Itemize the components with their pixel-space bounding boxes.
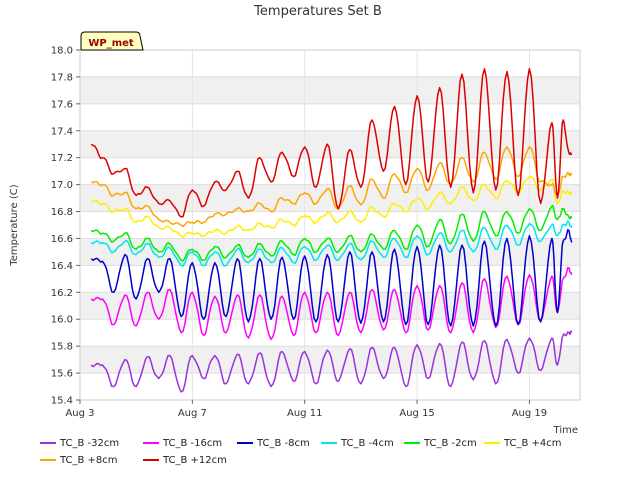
y-tick-label: 16.0 xyxy=(51,315,73,326)
plot-band xyxy=(80,211,580,239)
legend-label: TC_B -8cm xyxy=(257,437,310,449)
x-tick-label: Aug 15 xyxy=(399,408,434,419)
y-tick-label: 15.6 xyxy=(51,369,73,380)
legend-label: TC_B -16cm xyxy=(163,437,223,449)
legend-item: TC_B -2cm xyxy=(404,436,477,450)
legend-item: TC_B +12cm xyxy=(143,453,227,467)
station-badge: WP_met xyxy=(80,31,144,51)
plot-band xyxy=(80,157,580,185)
legend-item: TC_B -32cm xyxy=(40,436,119,450)
series-line xyxy=(90,220,573,267)
plot-band xyxy=(80,346,580,374)
legend-swatch xyxy=(143,459,159,461)
legend-label: TC_B +12cm xyxy=(163,454,227,466)
y-tick-label: 16.4 xyxy=(51,261,73,272)
y-tick-label: 17.8 xyxy=(51,72,73,83)
y-tick-label: 17.4 xyxy=(51,126,73,137)
series-line xyxy=(90,330,573,393)
legend-swatch xyxy=(484,442,500,444)
legend-label: TC_B -4cm xyxy=(341,437,394,449)
legend-label: TC_B -2cm xyxy=(424,437,477,449)
y-axis-label: Temperature (C) xyxy=(9,184,20,266)
x-tick-label: Aug 3 xyxy=(65,408,94,419)
y-tick-label: 16.8 xyxy=(51,207,73,218)
chart-legend: TC_B -32cm TC_B -16cm TC_B -8cm TC_B -4cm TC… xyxy=(40,436,640,476)
x-axis-label: Time xyxy=(553,425,578,436)
plot-band xyxy=(80,103,580,131)
grid-lines xyxy=(79,49,580,401)
plot-band xyxy=(80,76,580,104)
legend-swatch xyxy=(40,459,56,461)
y-tick-label: 17.6 xyxy=(51,99,73,110)
y-tick-label: 17.2 xyxy=(51,153,73,164)
y-tick-label: 16.2 xyxy=(51,288,73,299)
y-axis-ticks: 15.4 15.6 15.8 16.0 16.2 16.4 16.6 16.8 17.0 17.2… xyxy=(51,46,80,407)
chart-title: Temperatures Set B xyxy=(253,4,382,19)
legend-label: TC_B -32cm xyxy=(60,437,120,449)
y-tick-label: 15.8 xyxy=(51,342,73,353)
legend-item: TC_B +8cm xyxy=(40,453,118,467)
x-tick-label: Aug 19 xyxy=(512,408,547,419)
plot-area xyxy=(79,49,581,401)
legend-swatch xyxy=(40,442,56,444)
series-line xyxy=(90,175,573,238)
series-line xyxy=(90,229,573,327)
legend-item: TC_B -8cm xyxy=(237,436,310,450)
legend-item: TC_B -16cm xyxy=(143,436,222,450)
y-tick-label: 15.4 xyxy=(51,396,73,407)
legend-item: TC_B +4cm xyxy=(484,436,562,450)
series-lines xyxy=(90,68,573,393)
series-line xyxy=(90,204,573,262)
legend-swatch xyxy=(321,442,337,444)
y-tick-label: 17.0 xyxy=(51,180,73,191)
legend-swatch xyxy=(237,442,253,444)
station-badge-label: WP_met xyxy=(88,38,134,49)
plot-band xyxy=(80,50,580,77)
series-line xyxy=(90,146,573,228)
x-tick-label: Aug 7 xyxy=(178,408,207,419)
x-tick-label: Aug 11 xyxy=(287,408,322,419)
series-line xyxy=(90,68,573,218)
y-tick-label: 16.6 xyxy=(51,234,73,245)
plot-band xyxy=(80,373,580,400)
legend-item: TC_B -4cm xyxy=(321,436,394,450)
legend-swatch xyxy=(143,442,159,444)
y-tick-label: 18.0 xyxy=(51,46,73,57)
series-line xyxy=(90,266,573,341)
legend-swatch xyxy=(404,442,420,444)
legend-label: TC_B +8cm xyxy=(60,454,118,466)
x-axis-ticks: Aug 3 Aug 7 Aug 11 Aug 15 Aug 19 xyxy=(65,400,547,419)
legend-label: TC_B +4cm xyxy=(504,437,562,449)
